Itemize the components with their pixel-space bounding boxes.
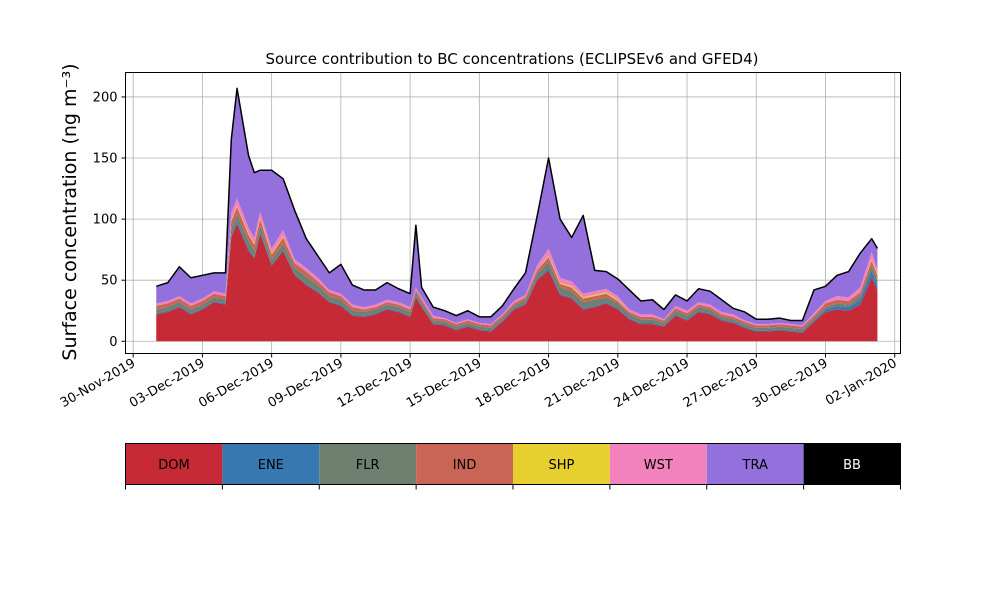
legend-label-bb: BB [843, 458, 861, 473]
legend-label-flr: FLR [356, 458, 380, 473]
x-tick-label-6: 18-Dec-2019 [473, 356, 553, 411]
area-series-flr [156, 214, 878, 332]
area-series-dom [156, 223, 878, 342]
plot-area [125, 72, 901, 354]
legend-label-ene: ENE [258, 458, 284, 473]
legend-colorbar: DOM ENE FLR IND SHP WST TRA BB [125, 443, 901, 490]
plot-frame [125, 72, 901, 354]
legend-swatch-dom [125, 443, 223, 485]
y-tick-label-2: 100 [93, 213, 118, 228]
legend-swatch-wst [609, 443, 707, 485]
y-axis: 0 50 100 150 200 [93, 90, 126, 350]
x-tick-label-8: 24-Dec-2019 [612, 356, 692, 411]
x-tick-label-3: 09-Dec-2019 [265, 356, 345, 411]
area-series-wst [156, 198, 878, 327]
x-tick-label-9: 27-Dec-2019 [681, 356, 761, 411]
chart-title: Source contribution to BC concentrations… [265, 50, 758, 68]
legend-swatch-ind [416, 443, 513, 485]
legend-label-tra: TRA [742, 458, 768, 473]
x-tick-label-7: 21-Dec-2019 [542, 356, 622, 411]
legend-swatch-ene [222, 443, 320, 485]
legend-label-ind: IND [453, 458, 477, 473]
area-series-ind [156, 206, 878, 330]
y-tick-label-0: 0 [109, 335, 117, 350]
x-tick-label-2: 06-Dec-2019 [196, 356, 276, 411]
y-tick-label-3: 150 [93, 152, 118, 167]
y-tick-label-1: 50 [101, 274, 118, 289]
legend-swatch-bb [803, 443, 901, 485]
x-tick-label-5: 15-Dec-2019 [404, 356, 484, 411]
legend-label-wst: WST [644, 458, 673, 473]
y-axis-label: Surface concentration (ng m⁻³) [59, 63, 81, 360]
legend-label-dom: DOM [158, 458, 189, 473]
x-tick-label-11: 02-Jan-2020 [823, 356, 900, 409]
x-tick-label-0: 30-Nov-2019 [58, 356, 138, 411]
legend-label-shp: SHP [549, 458, 575, 473]
total-line-layer [156, 87, 879, 322]
x-tick-label-10: 30-Dec-2019 [750, 356, 830, 411]
legend-swatch-flr [319, 443, 417, 485]
y-tick-label-4: 200 [93, 90, 118, 105]
x-tick-label-1: 03-Dec-2019 [127, 356, 207, 411]
legend-swatch-tra [706, 443, 804, 485]
x-tick-label-4: 12-Dec-2019 [335, 356, 415, 411]
stacked-area-layer [156, 88, 878, 342]
legend-swatch-shp [513, 443, 610, 485]
total-concentration-line [156, 87, 879, 322]
x-axis: 30-Nov-201903-Dec-201906-Dec-201909-Dec-… [58, 353, 900, 411]
